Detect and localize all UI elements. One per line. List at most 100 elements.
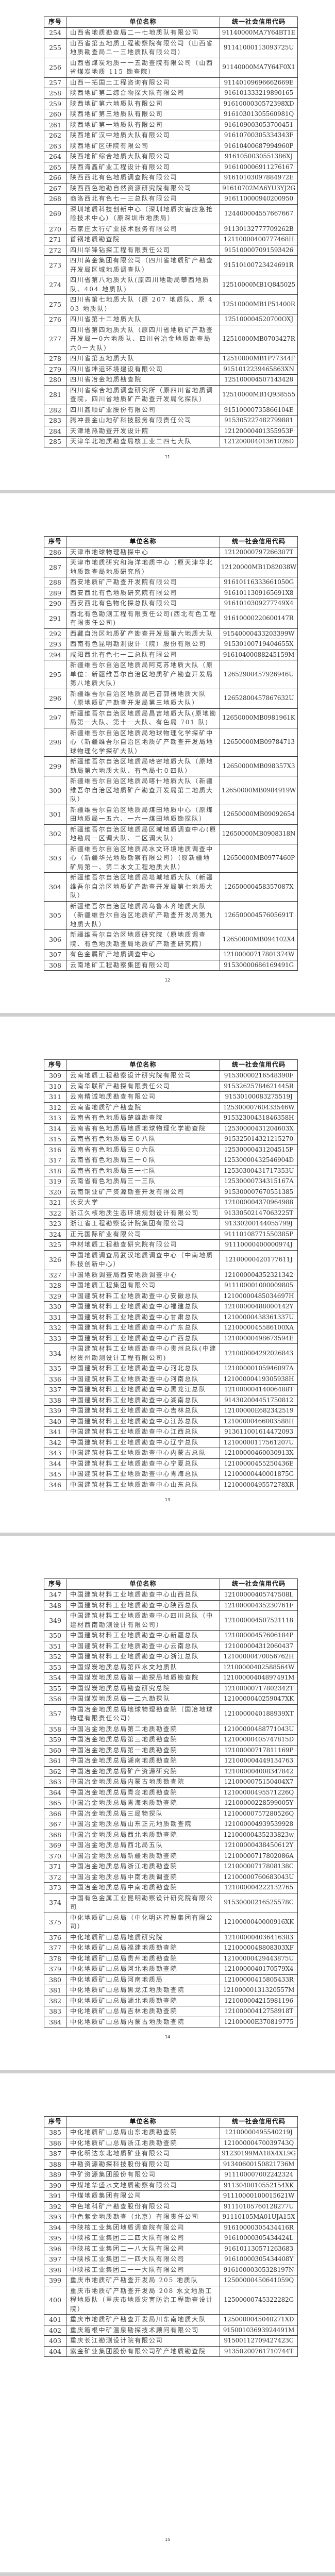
table-row: 355 中国煤炭地质总局勘查研究总院 12100000717802342T [44, 1683, 298, 1694]
row-unit-name-cell: 新疆维吾尔自治区地质局昌吉地质大队(原地勘局第一大队、第十一大队、有色局 701… [66, 708, 220, 728]
table-row: 336 中国建筑材料工业地质勘查中心河南总队 12100000419305938H [44, 1373, 298, 1385]
row-credit-code-cell: 9161010309277749X4 [220, 598, 298, 609]
table-row: 404 紫金矿业集团股份有限公司矿产地质勘查院 91350200761710744T [44, 2346, 298, 2357]
row-seq-cell: 254 [44, 27, 66, 39]
row-seq-cell: 377 [44, 1942, 66, 1954]
row-credit-code-cell: 12100000495540219J [220, 2127, 298, 2138]
row-unit-name-cell: 陕西地矿第三地质队有限公司 [66, 109, 220, 120]
row-seq-cell: 354 [44, 1672, 66, 1684]
row-unit-name-cell: 云南省有色地质局三一七队 [66, 1165, 220, 1176]
row-seq-cell: 255 [44, 38, 66, 58]
document-page: 序号 单位名称 统一社会信用代码 254 山西省地质勘查局二一七地质队有限公司 91140… [0, 0, 335, 490]
table-row: 367 中国冶金地质总局山东正元地质勘查院 121000004939539928 [44, 1819, 298, 1830]
table-row: 272 四川华锋钻探工程有限责任公司 915100007091593426 [44, 244, 298, 256]
row-credit-code-cell: 91610116333661050G [220, 577, 298, 588]
row-credit-code-cell: 121000004352321342 [220, 1269, 298, 1281]
row-unit-name-cell: 中国建筑材料工业地质勘查中心福建总队 [66, 1301, 220, 1312]
row-seq-cell: 286 [44, 546, 66, 558]
row-seq-cell: 386 [44, 2137, 66, 2149]
row-seq-cell: 336 [44, 1373, 66, 1385]
table-header-row: 序号 单位名称 统一社会信用代码 [44, 1059, 298, 1071]
row-credit-code-cell: 915301007194046​55X [220, 639, 298, 650]
table-row: 347 中国建筑材料工业地质勘查中心山西总队 12100000405747508L [44, 1589, 298, 1601]
row-credit-code-cell: 12100000405747508L [220, 1589, 298, 1601]
row-seq-cell: 321 [44, 1197, 66, 1208]
column-header-unit-name: 单位名称 [66, 536, 220, 547]
row-unit-name-cell: 天津市地质研究和海洋地质中心（原天津华北地质勘查局地质研究所） [66, 557, 220, 577]
row-seq-cell: 388 [44, 2158, 66, 2170]
row-unit-name-cell: 四川省第七地质大队（原 207 地质队、原 403 地质队） [66, 294, 220, 314]
row-unit-name-cell: 新疆维吾尔自治区地质局煤田地质中心（原煤田地质局一五六、一六一煤田地质勘探队） [66, 804, 220, 825]
row-credit-code-cell: 12530000431204603X [220, 1123, 298, 1134]
row-unit-name-cell: 中材地质工程勘查研究院有限公司 [66, 1239, 220, 1251]
page-separator [0, 1533, 335, 1536]
row-unit-name-cell: 长安大学 [66, 1197, 220, 1208]
row-seq-cell: 267 [44, 182, 66, 194]
row-seq-cell: 303 [44, 843, 66, 873]
row-seq-cell: 258 [44, 88, 66, 99]
row-credit-code-cell: 91500103693924491M [220, 2324, 298, 2336]
row-unit-name-cell: 中国煤炭地质总局一二九勘探队 [66, 1693, 220, 1705]
table-row: 381 中化地质矿山总局黑龙江地质勘查院 12100000131320557M [44, 1985, 298, 1996]
row-credit-code-cell: 12100000495571226Q [220, 1787, 298, 1798]
row-credit-code-cell: 91610000305434416R [220, 2222, 298, 2233]
row-seq-cell: 298 [44, 727, 66, 757]
row-unit-name-cell: 中国建筑材料工业地质勘查中心安徽总队 [66, 1290, 220, 1302]
row-unit-name-cell: 云南华联矿产勘探有限责任公司 [66, 1081, 220, 1092]
row-seq-cell: 380 [44, 1974, 66, 1985]
table-row: 275 四川省第七地质大队（原 207 地质队、原 403 地质队） 1251000… [44, 294, 298, 314]
row-credit-code-cell: 91330200144055799J [220, 1218, 298, 1229]
page-number: 15 [164, 2537, 171, 2542]
row-credit-code-cell: 125100004507143428 [220, 374, 298, 386]
table-row: 370 中国冶金地质总局新疆地质勘查院 12100000717802086A [44, 1850, 298, 1862]
row-seq-cell: 355 [44, 1683, 66, 1694]
table-row: 316 云南省有色地质局三０六队 12530000431204515F [44, 1144, 298, 1155]
table-row: 288 西安地质矿产勘查开发院有限公司 91610116333661050G [44, 577, 298, 588]
table-row: 397 中陕核工业集团二一四大队有限公司 91610000305434408Y [44, 2254, 298, 2265]
row-seq-cell: 295 [44, 660, 66, 689]
table-row: 350 中国建筑材料工业地质勘查中心新疆总队 12100000457606184P [44, 1630, 298, 1641]
row-unit-name-cell: 中色地科矿产勘查股份有限公司 [66, 2201, 220, 2212]
row-credit-code-cell: 12100000457606184P [220, 1630, 298, 1641]
table-row: 264 陕西地矿综合地质大队有限公司 9161050030551386XJ [44, 151, 298, 162]
row-unit-name-cell: 紫金矿业集团股份有限公司矿产地质勘查院 [66, 2346, 220, 2357]
table-row: 373 中国冶金地质总局中南地质勘查院 121000004222132765 [44, 1882, 298, 1893]
row-credit-code-cell: 1210000040000916XK [220, 1912, 298, 1933]
row-seq-cell: 324 [44, 1228, 66, 1240]
row-seq-cell: 256 [44, 57, 66, 78]
row-unit-name-cell: 中化地质矿山总局福建地质勘查院 [66, 1942, 220, 1954]
unit-credit-code-table: 序号 单位名称 统一社会信用代码 309 云南地质工程勘察设计研究院有限公司 915300… [44, 1059, 298, 1490]
row-seq-cell: 301 [44, 804, 66, 825]
table-row: 260 陕西地矿第三地质队有限公司 91610301305560981Q [44, 109, 298, 120]
row-credit-code-cell: 12100000420177611J [220, 1250, 298, 1270]
row-unit-name-cell: 中陕核工业集团二一四大队有限公司 [66, 2254, 220, 2265]
row-seq-cell: 353 [44, 1661, 66, 1673]
row-credit-code-cell: 12100000455250436E [220, 1458, 298, 1469]
row-unit-name-cell: 深圳地质科技创新中心（深圳地质灾害应急抢险技术中心）（原深圳市地质局） [66, 204, 220, 224]
table-row: 344 中国建筑材料工业地质勘查中心宁夏总队 12100000455250436E [44, 1458, 298, 1469]
row-credit-code-cell: 91530000216525578C [220, 1892, 298, 1913]
row-seq-cell: 345 [44, 1469, 66, 1480]
row-unit-name-cell: 中国建筑材料工业地质勘查中心辽宁总队 [66, 1437, 220, 1448]
row-seq-cell: 404 [44, 2346, 66, 2357]
table-row: 286 天津市地球物理勘探中心 12120000797266307T [44, 546, 298, 558]
row-credit-code-cell: 12650000458357087X [220, 872, 298, 902]
row-unit-name-cell: 中勘资源勘探科技股份有限公司 [66, 2158, 220, 2170]
table-row: 306 新疆维吾尔自治区地质研究院（原地质调查院、有色地质勘查局地质矿产勘查研究院… [44, 929, 298, 950]
row-unit-name-cell: 中国冶金地质总局湖南地质勘查院 [66, 1755, 220, 1767]
row-seq-cell: 319 [44, 1176, 66, 1187]
row-unit-name-cell: 新疆维吾尔自治区地质局乌鲁木齐地质大队（新疆维吾尔自治区地质矿产勘查开发局第九地… [66, 901, 220, 930]
unit-credit-code-table: 序号 单位名称 统一社会信用代码 286 天津市地球物理勘探中心 121200007972… [44, 536, 298, 971]
column-header-credit-code: 统一社会信用代码 [220, 16, 298, 28]
row-unit-name-cell: 石家庄太行矿业技术服务有限公司 [66, 223, 220, 235]
row-credit-code-cell: 12100000485034697H [220, 1290, 298, 1302]
row-seq-cell: 357 [44, 1704, 66, 1724]
table-row: 311 云南精诚地质勘查有限公司 91530100083275519J [44, 1091, 298, 1103]
table-row: 343 中国建筑材料工业地质勘查中心内蒙古总队 12100000460030913X [44, 1448, 298, 1459]
row-credit-code-cell: 91532625784621445R [220, 1081, 298, 1092]
row-unit-name-cell: 中国冶金地质总局山东正元地质勘查院 [66, 1819, 220, 1830]
table-row: 363 中国冶金地质总局内蒙古地质勘查院 1210000075150404X7 [44, 1776, 298, 1788]
table-row: 364 中国冶金地质总局青岛地质勘查院 12100000495571226Q [44, 1787, 298, 1798]
row-credit-code-cell: 1210000040259047XK [220, 1693, 298, 1705]
row-unit-name-cell: 中国有色金属工业昆明勘察设计研究院有限公司 [66, 1892, 220, 1913]
